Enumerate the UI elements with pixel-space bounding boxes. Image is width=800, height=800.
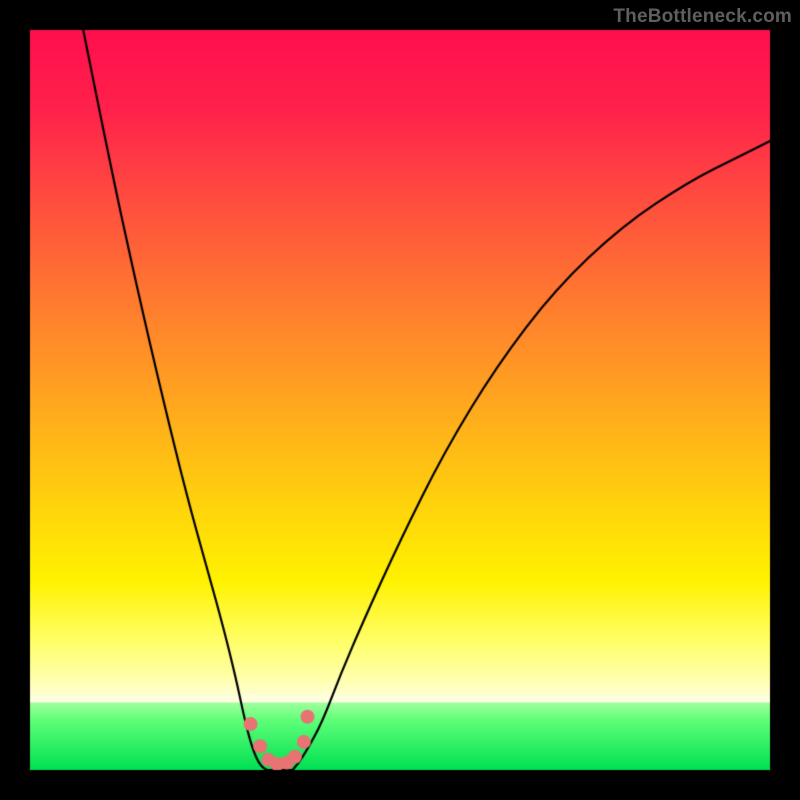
chart-stage: TheBottleneck.com bbox=[0, 0, 800, 800]
chart-canvas bbox=[0, 0, 800, 800]
watermark-text: TheBottleneck.com bbox=[613, 6, 792, 28]
